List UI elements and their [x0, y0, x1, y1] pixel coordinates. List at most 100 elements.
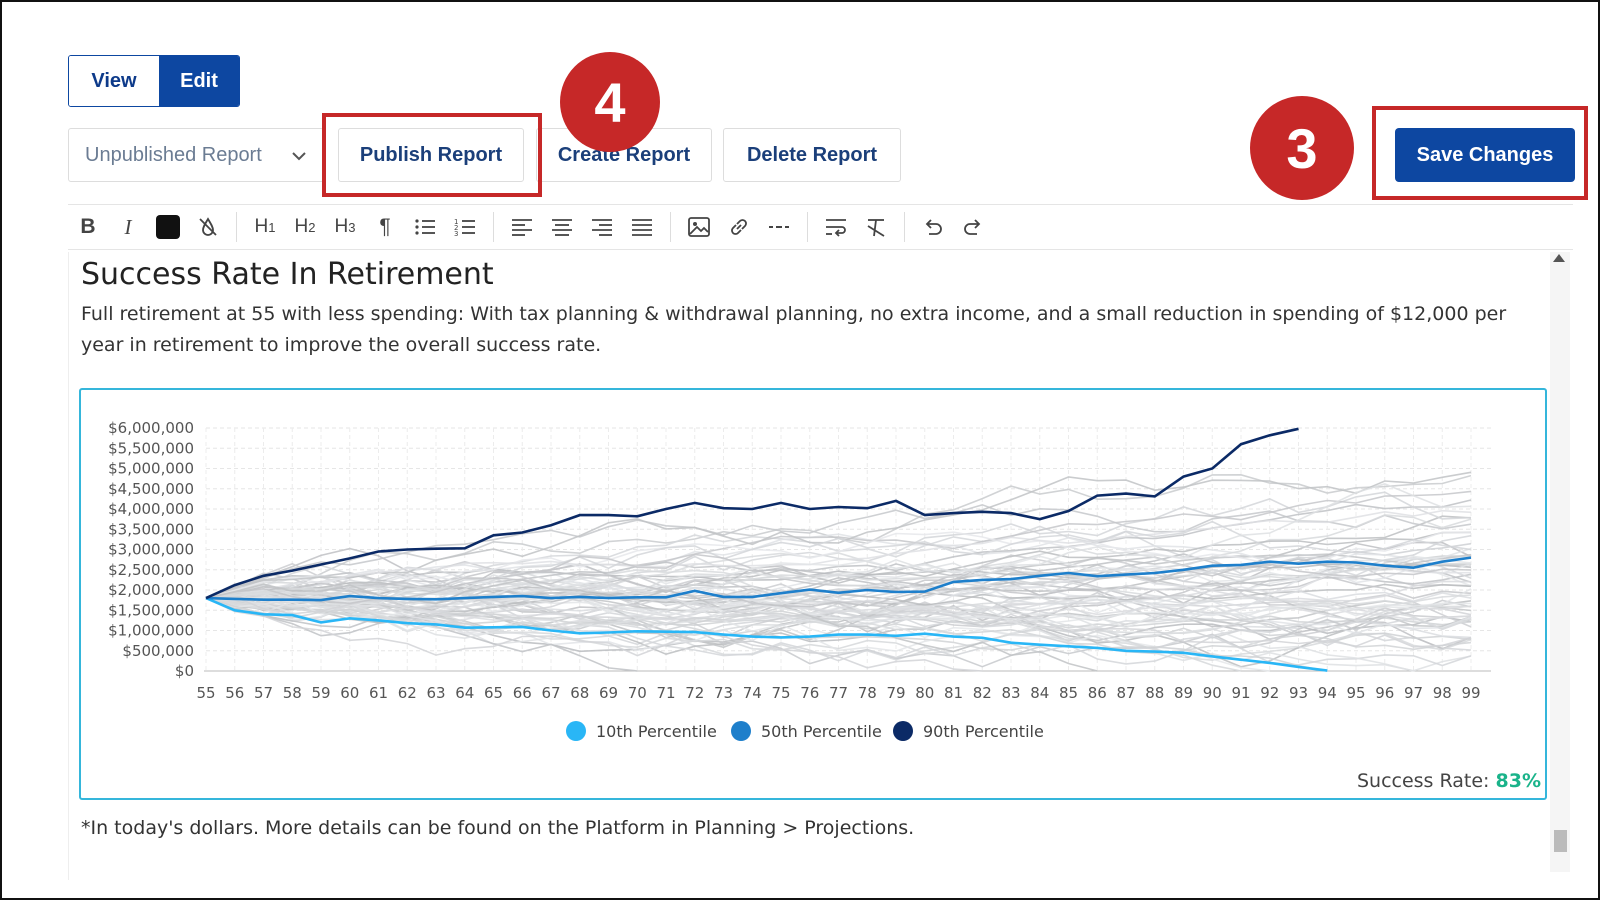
wrap-text-icon[interactable]: [816, 209, 856, 245]
editor-content[interactable]: Success Rate In Retirement Full retireme…: [68, 252, 1558, 880]
chevron-down-icon: [291, 147, 307, 170]
svg-text:1: 1: [454, 218, 458, 226]
x-tick-label: 67: [541, 684, 560, 702]
success-rate-readout: Success Rate: 83%: [1357, 770, 1541, 792]
scroll-up-arrow-icon[interactable]: [1553, 254, 1565, 262]
x-tick-label: 74: [743, 684, 762, 702]
simulation-trace: [205, 597, 983, 672]
y-tick-label: $6,000,000: [108, 419, 194, 437]
publish-report-button[interactable]: Publish Report: [338, 128, 524, 182]
align-center-icon[interactable]: [542, 209, 582, 245]
x-tick-label: 59: [311, 684, 330, 702]
x-tick-label: 62: [398, 684, 417, 702]
simulation-trace: [205, 534, 1472, 627]
clear-color-icon[interactable]: [188, 209, 228, 245]
delete-report-button[interactable]: Delete Report: [723, 128, 901, 182]
step-3-callout: 3: [1250, 96, 1354, 200]
link-icon[interactable]: [719, 209, 759, 245]
x-tick-label: 61: [369, 684, 388, 702]
y-tick-label: $0: [175, 662, 194, 680]
x-tick-label: 69: [599, 684, 618, 702]
x-tick-label: 96: [1375, 684, 1394, 702]
svg-text:2: 2: [454, 224, 458, 232]
x-tick-label: 81: [944, 684, 963, 702]
90th-percentile-legend-dot: [893, 721, 913, 741]
simulation-trace: [205, 582, 1472, 672]
horizontal-rule-icon[interactable]: [759, 209, 799, 245]
10th-percentile-legend-dot: [566, 721, 586, 741]
simulation-trace: [205, 490, 1472, 599]
save-highlight-box: [1372, 106, 1588, 200]
y-tick-label: $3,500,000: [108, 520, 194, 538]
simulation-trace: [205, 483, 1472, 608]
x-tick-label: 82: [973, 684, 992, 702]
simulation-trace: [205, 579, 1098, 672]
90th-percentile-legend-label: 90th Percentile: [923, 722, 1044, 741]
simulation-trace: [205, 566, 1471, 634]
x-tick-label: 89: [1174, 684, 1193, 702]
toolbar-divider: [493, 212, 494, 242]
scroll-thumb[interactable]: [1554, 830, 1567, 852]
toolbar-divider: [670, 212, 671, 242]
x-tick-label: 66: [513, 684, 532, 702]
50th-percentile-legend-label: 50th Percentile: [761, 722, 882, 741]
editor-scrollbar[interactable]: [1550, 252, 1570, 872]
x-tick-label: 85: [1059, 684, 1078, 702]
x-tick-label: 87: [1116, 684, 1135, 702]
x-tick-label: 70: [628, 684, 647, 702]
align-left-icon[interactable]: [502, 209, 542, 245]
projection-chart: $0 $500,000 $1,000,000 $1,500,000 $2,000,000…: [108, 419, 1491, 741]
simulation-trace: [205, 533, 1472, 599]
simulation-trace: [205, 590, 1472, 627]
view-mode-button[interactable]: View: [69, 56, 159, 106]
edit-mode-button[interactable]: Edit: [159, 56, 239, 106]
y-tick-label: $2,500,000: [108, 561, 194, 579]
simulation-trace: [205, 573, 1472, 632]
x-tick-label: 64: [455, 684, 474, 702]
x-tick-label: 80: [915, 684, 934, 702]
paragraph-icon[interactable]: ¶: [379, 215, 391, 238]
align-right-icon[interactable]: [582, 209, 622, 245]
y-tick-label: $4,500,000: [108, 480, 194, 498]
redo-icon[interactable]: [953, 209, 993, 245]
x-tick-label: 72: [685, 684, 704, 702]
bold-icon[interactable]: B: [80, 215, 96, 238]
simulation-trace: [205, 547, 1472, 650]
x-tick-label: 68: [570, 684, 589, 702]
y-tick-label: $500,000: [122, 642, 194, 660]
italic-icon[interactable]: I: [124, 214, 132, 239]
toolbar-divider: [904, 212, 905, 242]
x-tick-label: 99: [1461, 684, 1480, 702]
chart-container: $0 $500,000 $1,000,000 $1,500,000 $2,000,000…: [79, 388, 1547, 800]
x-tick-label: 75: [771, 684, 790, 702]
clear-format-icon[interactable]: [856, 209, 896, 245]
x-tick-label: 60: [340, 684, 359, 702]
x-tick-label: 77: [829, 684, 848, 702]
simulation-trace: [205, 584, 1472, 607]
step-4-callout: 4: [560, 52, 660, 152]
publish-highlight-box: [322, 113, 542, 197]
report-paragraph: Full retirement at 55 with less spending…: [81, 303, 1507, 356]
simulation-trace: [205, 563, 1472, 599]
50th-percentile-legend-dot: [731, 721, 751, 741]
x-tick-label: 90: [1203, 684, 1222, 702]
y-tick-label: $1,000,000: [108, 622, 194, 640]
save-changes-button[interactable]: Save Changes: [1395, 128, 1575, 182]
x-tick-label: 88: [1145, 684, 1164, 702]
bullet-list-icon[interactable]: [405, 209, 445, 245]
text-color-swatch[interactable]: [148, 209, 188, 245]
report-status-value: Unpublished Report: [85, 143, 262, 166]
align-justify-icon[interactable]: [622, 209, 662, 245]
undo-icon[interactable]: [913, 209, 953, 245]
y-tick-label: $1,500,000: [108, 601, 194, 619]
x-tick-label: 63: [426, 684, 445, 702]
simulation-trace: [205, 562, 1472, 600]
image-icon[interactable]: [679, 209, 719, 245]
report-status-select[interactable]: Unpublished Report: [68, 128, 324, 182]
